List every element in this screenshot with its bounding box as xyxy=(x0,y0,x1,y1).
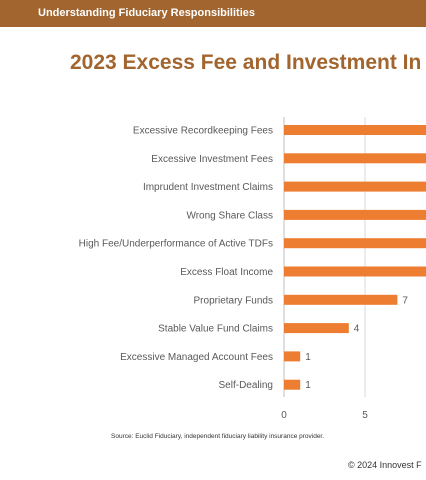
category-label: Stable Value Fund Claims xyxy=(158,324,273,335)
x-tick-label: 0 xyxy=(281,410,287,421)
bar xyxy=(284,351,301,362)
category-label: Imprudent Investment Claims xyxy=(143,182,273,193)
bar xyxy=(284,294,398,305)
bar xyxy=(284,125,426,135)
category-label: Excess Float Income xyxy=(180,267,273,278)
category-label: Excessive Managed Account Fees xyxy=(120,352,273,363)
bar xyxy=(284,266,426,277)
data-label: 1 xyxy=(305,380,311,391)
bar xyxy=(284,238,426,249)
category-label: Wrong Share Class xyxy=(186,210,273,221)
header-bar xyxy=(0,0,426,27)
bar xyxy=(284,153,426,164)
category-label: Excessive Recordkeeping Fees xyxy=(133,126,273,137)
data-label: 1 xyxy=(305,352,311,363)
category-label: High Fee/Underperformance of Active TDFs xyxy=(79,239,273,250)
category-label: Proprietary Funds xyxy=(194,295,273,306)
bar xyxy=(284,209,426,220)
header-title: Understanding Fiduciary Responsibilities xyxy=(38,7,255,19)
x-tick-label: 5 xyxy=(362,410,368,421)
slide-title: 2023 Excess Fee and Investment In xyxy=(70,51,422,74)
source-note: Source: Euclid Fiduciary, independent fi… xyxy=(111,433,325,440)
category-label: Self-Dealing xyxy=(219,380,273,391)
category-label: Excessive Investment Fees xyxy=(151,154,273,165)
data-label: 7 xyxy=(402,295,408,306)
copyright: © 2024 Innovest F xyxy=(348,460,422,470)
bar xyxy=(284,181,426,192)
bar xyxy=(284,379,301,390)
bar xyxy=(284,323,349,334)
data-label: 4 xyxy=(354,324,360,335)
